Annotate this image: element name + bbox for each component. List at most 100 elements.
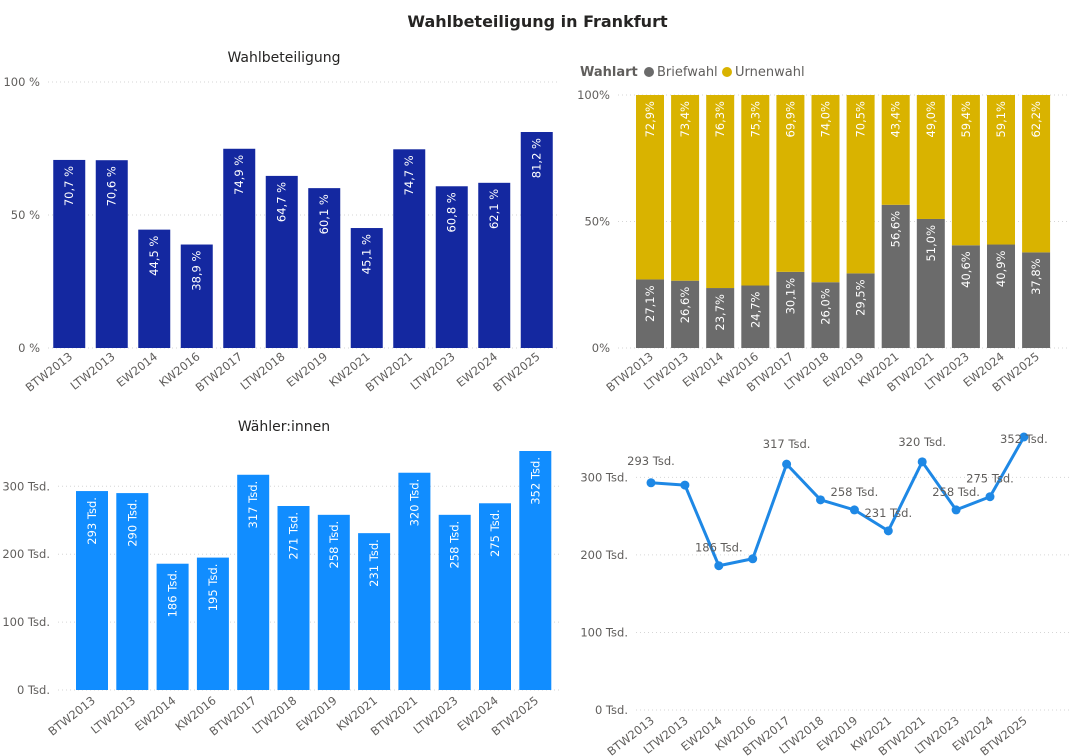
urnenwahl-data-label: 75,3% bbox=[748, 101, 762, 138]
turnout-bar bbox=[265, 175, 298, 348]
briefwahl-data-label: 40,6% bbox=[959, 251, 973, 288]
voters-data-label: 275 Tsd. bbox=[488, 509, 502, 557]
turnout-data-label: 44,5 % bbox=[147, 236, 161, 276]
voters-chart-title: Wähler:innen bbox=[238, 419, 330, 435]
briefwahl-bar bbox=[881, 204, 910, 348]
urnenwahl-bar bbox=[776, 95, 805, 272]
briefwahl-bar bbox=[706, 288, 735, 348]
urnenwahl-bar bbox=[987, 95, 1015, 245]
turnout-chart-title: Wahlbeteiligung bbox=[227, 50, 340, 66]
wahlart-y-tick-label: 0% bbox=[592, 341, 610, 355]
wahlart-legend-label: Urnenwahl bbox=[735, 65, 805, 80]
voters-data-label: 258 Tsd. bbox=[448, 521, 462, 569]
briefwahl-bar bbox=[916, 218, 945, 348]
voters-line-point-label: 186 Tsd. bbox=[695, 541, 743, 555]
briefwahl-bar bbox=[811, 282, 840, 348]
turnout-data-label: 74,7 % bbox=[402, 155, 416, 195]
voters-line-point-label: 320 Tsd. bbox=[898, 435, 946, 449]
voters-line bbox=[650, 436, 1026, 568]
voters-bar bbox=[519, 451, 552, 690]
voters-bar bbox=[438, 514, 471, 690]
voters-line-point-label: 317 Tsd. bbox=[763, 437, 811, 451]
urnenwahl-bar bbox=[1022, 95, 1051, 253]
voters-line-point bbox=[816, 495, 825, 505]
wahlart-y-tick-label: 50% bbox=[584, 215, 610, 229]
voters-line-point bbox=[985, 492, 995, 502]
briefwahl-bar bbox=[776, 271, 805, 348]
briefwahl-data-label: 51,0% bbox=[924, 225, 938, 262]
voters-line-point-label: 352 Tsd. bbox=[1000, 432, 1048, 446]
briefwahl-data-label: 23,7% bbox=[713, 294, 727, 331]
turnout-bar bbox=[308, 188, 341, 348]
voters-data-label: 258 Tsd. bbox=[327, 521, 341, 569]
wahlart-legend-marker bbox=[722, 67, 732, 77]
turnout-bar bbox=[138, 229, 171, 348]
voters-y-tick-label: 0 Tsd. bbox=[17, 683, 50, 697]
turnout-bar bbox=[223, 148, 256, 348]
briefwahl-bar bbox=[846, 273, 875, 348]
voters-bar bbox=[277, 505, 310, 690]
urnenwahl-data-label: 69,9% bbox=[783, 101, 797, 138]
urnenwahl-bar bbox=[706, 95, 735, 289]
voters-line-point-label: 258 Tsd. bbox=[932, 485, 980, 499]
voters-bar bbox=[76, 491, 108, 690]
briefwahl-data-label: 37,8% bbox=[1029, 258, 1043, 295]
wahlart-legend-title: Wahlart bbox=[580, 65, 638, 80]
turnout-data-label: 62,1 % bbox=[487, 189, 501, 229]
urnenwahl-bar bbox=[916, 95, 945, 219]
voters-line-point-label: 275 Tsd. bbox=[966, 472, 1014, 486]
turnout-data-label: 64,7 % bbox=[275, 182, 289, 222]
voters-y-tick-label: 100 Tsd. bbox=[2, 615, 50, 629]
turnout-bar bbox=[95, 160, 128, 348]
turnout-data-label: 38,9 % bbox=[190, 250, 204, 290]
voters-bar bbox=[479, 503, 511, 690]
voters-data-label: 293 Tsd. bbox=[85, 497, 99, 545]
voters-line-point bbox=[782, 459, 792, 469]
turnout-y-tick-label: 100 % bbox=[3, 75, 40, 89]
voters-bar bbox=[116, 493, 149, 690]
urnenwahl-data-label: 43,4% bbox=[889, 101, 903, 138]
voters-bar bbox=[398, 472, 431, 690]
voters-bar bbox=[237, 474, 270, 690]
briefwahl-bar bbox=[671, 280, 700, 348]
urnenwahl-data-label: 73,4% bbox=[678, 101, 692, 138]
urnenwahl-bar bbox=[636, 95, 664, 280]
voters-line-point bbox=[680, 480, 690, 490]
turnout-data-label: 74,9 % bbox=[232, 155, 246, 195]
voters-data-label: 320 Tsd. bbox=[407, 479, 421, 527]
voters-line-point bbox=[748, 554, 758, 564]
voters-line-point-label: 231 Tsd. bbox=[864, 506, 912, 520]
urnenwahl-data-label: 70,5% bbox=[854, 101, 868, 138]
urnenwahl-bar bbox=[881, 95, 910, 205]
voters-data-label: 186 Tsd. bbox=[166, 570, 180, 618]
urnenwahl-bar bbox=[951, 95, 980, 246]
urnenwahl-data-label: 59,4% bbox=[959, 101, 973, 138]
briefwahl-data-label: 24,7% bbox=[748, 291, 762, 328]
voters-data-label: 271 Tsd. bbox=[287, 512, 301, 560]
briefwahl-data-label: 26,6% bbox=[678, 287, 692, 324]
voters-bar bbox=[196, 557, 229, 690]
voters-line-point bbox=[883, 526, 893, 536]
briefwahl-bar bbox=[636, 279, 664, 348]
voters-line-point-label: 258 Tsd. bbox=[831, 485, 879, 499]
turnout-bar bbox=[393, 149, 426, 348]
wahlart-legend-marker bbox=[644, 67, 654, 77]
voters-line-point bbox=[714, 561, 724, 571]
briefwahl-data-label: 29,5% bbox=[854, 279, 868, 316]
voters-data-label: 195 Tsd. bbox=[206, 564, 220, 612]
voters-data-label: 290 Tsd. bbox=[125, 499, 139, 547]
voters-y-tick-label: 300 Tsd. bbox=[2, 479, 50, 493]
briefwahl-data-label: 56,6% bbox=[889, 211, 903, 248]
wahlart-y-tick-label: 100% bbox=[577, 88, 610, 102]
urnenwahl-bar bbox=[741, 95, 770, 286]
turnout-data-label: 70,7 % bbox=[62, 166, 76, 206]
briefwahl-bar bbox=[951, 245, 980, 348]
urnenwahl-bar bbox=[846, 95, 875, 274]
briefwahl-data-label: 26,0% bbox=[819, 288, 833, 325]
voters-bar bbox=[156, 563, 189, 690]
voters-bar bbox=[358, 533, 391, 690]
briefwahl-data-label: 27,1% bbox=[643, 285, 657, 322]
briefwahl-bar bbox=[741, 285, 770, 348]
